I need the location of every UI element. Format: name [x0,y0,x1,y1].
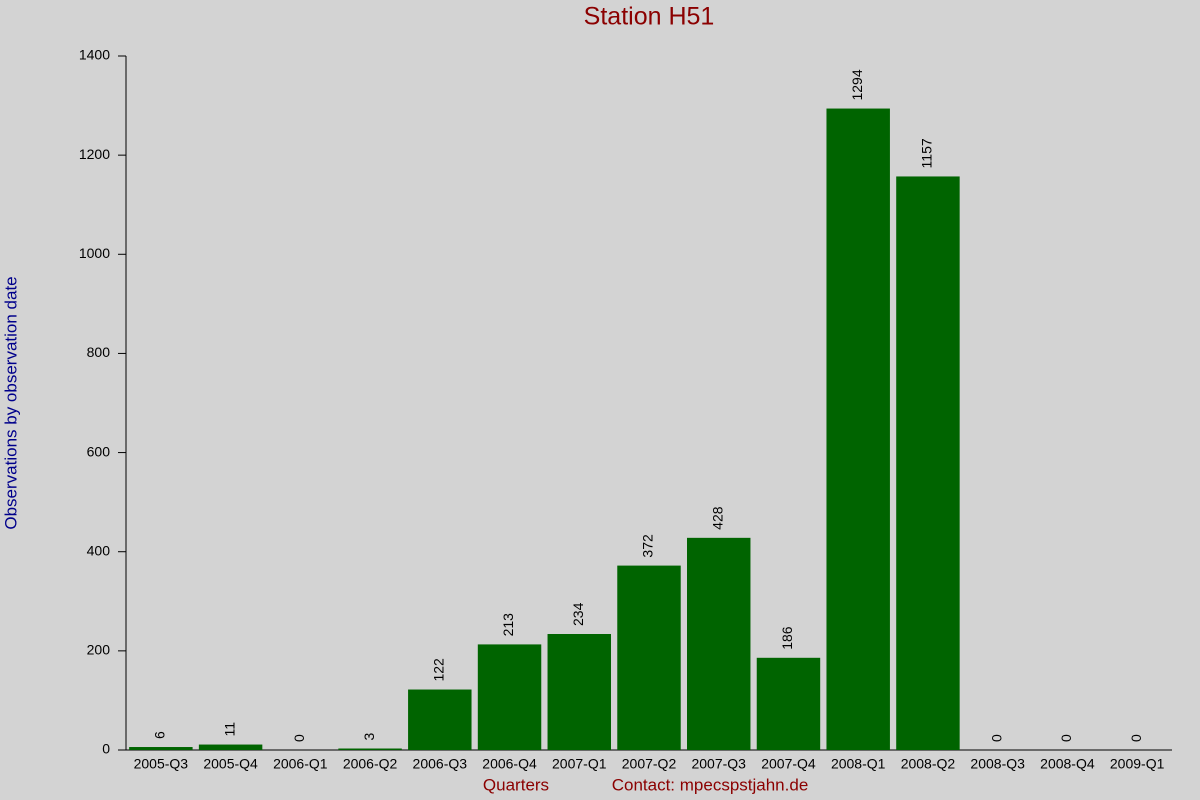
bar [756,657,821,750]
chart-title: Station H51 [584,3,715,31]
y-axis-label: Observations by observation date [1,276,20,529]
x-tick-label: 2005-Q3 [134,756,189,772]
value-label: 0 [1128,734,1144,742]
y-tick-label: 600 [87,443,111,459]
value-label: 213 [500,613,516,637]
x-tick-label: 2007-Q3 [691,756,746,772]
x-tick-label: 2007-Q4 [761,756,816,772]
y-tick-label: 0 [102,741,110,757]
value-label: 0 [988,734,1004,742]
x-tick-label: 2006-Q4 [482,756,537,772]
value-label: 372 [640,534,656,558]
x-tick-label: 2006-Q2 [343,756,398,772]
y-tick-label: 400 [87,542,111,558]
y-tick-label: 1400 [79,47,110,63]
value-label: 1157 [919,138,935,168]
x-tick-label: 2009-Q1 [1110,756,1165,772]
contact-note: Contact: mpecspstjahn.de [612,775,809,794]
bar [408,689,472,750]
x-tick-label: 2008-Q1 [831,756,886,772]
x-axis-label: Quarters [483,775,549,794]
bar [477,644,542,750]
x-tick-label: 2005-Q4 [203,756,258,772]
bar [129,747,193,750]
y-tick-label: 800 [87,344,111,360]
value-label: 0 [1058,734,1074,742]
value-label: 0 [291,734,307,742]
value-label: 428 [709,506,725,530]
bar [896,176,960,751]
bar [617,565,681,750]
value-label: 186 [779,626,795,650]
x-tick-label: 2006-Q3 [413,756,468,772]
x-tick-label: 2008-Q2 [901,756,956,772]
y-tick-label: 1000 [79,245,110,261]
value-label: 11 [221,722,237,737]
value-label: 6 [152,731,168,739]
x-tick-label: 2008-Q4 [1040,756,1095,772]
bar [687,537,751,750]
bar [198,744,263,750]
value-label: 122 [431,658,447,682]
x-tick-label: 2008-Q3 [970,756,1025,772]
x-tick-label: 2007-Q1 [552,756,607,772]
value-label: 3 [361,733,377,741]
bar [826,108,890,750]
x-tick-label: 2007-Q2 [622,756,677,772]
value-label: 1294 [849,69,865,100]
bar [547,634,611,750]
x-tick-label: 2006-Q1 [273,756,328,772]
y-tick-label: 200 [87,642,111,658]
bar [338,748,402,750]
value-label: 234 [570,602,586,626]
y-tick-label: 1200 [79,146,110,162]
